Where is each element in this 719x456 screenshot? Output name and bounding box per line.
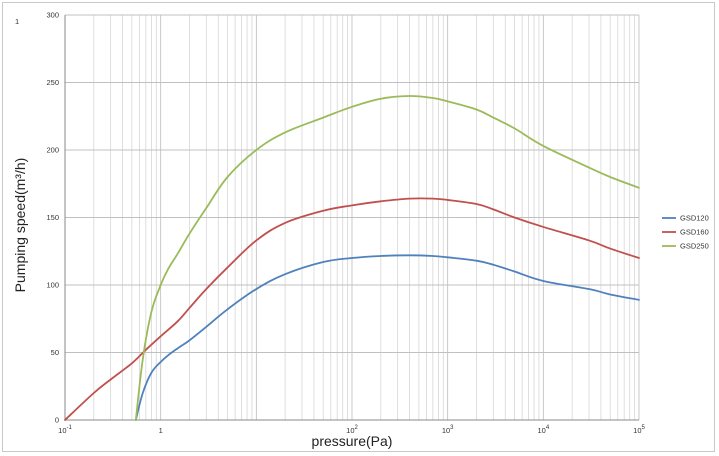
- y-tick-label: 150: [46, 213, 59, 222]
- series-line-gsd120: [134, 254, 640, 421]
- y-tick-label: 200: [46, 146, 59, 155]
- x-tick-label: 10-1: [58, 425, 72, 435]
- legend-label: GSD160: [680, 228, 709, 237]
- x-tick-label: 103: [442, 425, 454, 435]
- y-tick-label: 0: [55, 416, 59, 425]
- x-tick-label: 105: [633, 425, 645, 435]
- x-tick-label: 102: [346, 425, 358, 435]
- x-axis-title: pressure(Pa): [312, 433, 393, 449]
- y-tick-label: 300: [46, 11, 59, 20]
- x-tick-label: 1: [159, 426, 163, 435]
- x-tick-labels: 10-1 1 102 103 104 105: [58, 425, 645, 435]
- chart-frame: 0 50 100 150 200 250 300 10-1 1 102 103 104 105 1 P…: [2, 2, 715, 452]
- y-axis-title: Pumping speed(m³/h): [12, 158, 28, 293]
- pumping-speed-chart: 0 50 100 150 200 250 300 10-1 1 102 103 104 105 1 P…: [12, 11, 709, 450]
- legend: GSD120 GSD160 GSD250: [662, 214, 709, 251]
- legend-label: GSD120: [680, 214, 709, 223]
- legend-label: GSD250: [680, 242, 709, 251]
- y-tick-label: 50: [51, 348, 59, 357]
- series-line-gsd160: [64, 197, 640, 421]
- series-lines: [64, 95, 640, 421]
- corner-mark: 1: [15, 17, 19, 26]
- y-tick-labels: 0 50 100 150 200 250 300: [46, 11, 59, 425]
- y-tick-label: 100: [46, 281, 59, 290]
- y-tick-label: 250: [46, 78, 59, 87]
- x-tick-label: 104: [537, 425, 549, 435]
- series-line-gsd250: [134, 95, 640, 421]
- grid-lines: [64, 14, 640, 421]
